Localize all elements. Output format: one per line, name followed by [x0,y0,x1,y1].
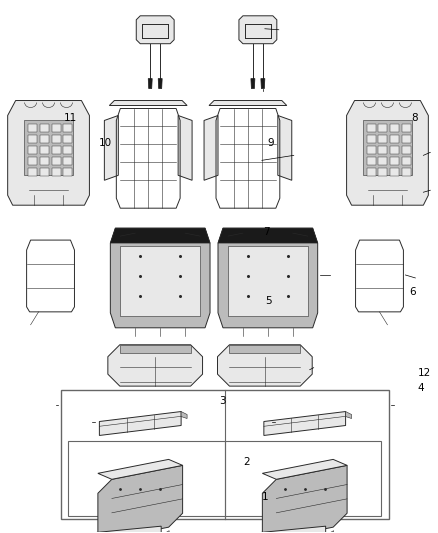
Polygon shape [99,411,181,435]
Polygon shape [209,101,287,106]
Polygon shape [264,411,346,435]
Polygon shape [108,345,202,386]
Polygon shape [251,78,255,88]
Polygon shape [278,116,292,180]
Text: 11: 11 [64,113,77,123]
Polygon shape [52,135,60,143]
Polygon shape [378,147,388,155]
Polygon shape [64,168,72,176]
Polygon shape [28,135,37,143]
Polygon shape [346,101,428,205]
Polygon shape [403,135,411,143]
Polygon shape [218,228,318,243]
Polygon shape [52,168,60,176]
Polygon shape [262,465,347,533]
Polygon shape [403,157,411,165]
Polygon shape [367,147,375,155]
Polygon shape [378,168,388,176]
Text: 2: 2 [243,457,250,467]
Polygon shape [110,228,210,328]
Polygon shape [239,16,277,44]
Polygon shape [204,116,218,180]
Polygon shape [98,459,183,479]
Polygon shape [346,411,352,418]
Polygon shape [378,135,388,143]
Polygon shape [390,135,399,143]
Polygon shape [28,168,37,176]
Polygon shape [104,116,118,180]
Polygon shape [64,135,72,143]
Polygon shape [52,147,60,155]
Polygon shape [28,147,37,155]
Polygon shape [218,228,318,328]
Polygon shape [156,531,169,533]
Text: 4: 4 [418,383,424,393]
Polygon shape [367,168,375,176]
Polygon shape [98,465,183,533]
Text: 1: 1 [262,492,268,502]
Polygon shape [367,124,375,132]
Polygon shape [390,157,399,165]
Polygon shape [64,157,72,165]
Polygon shape [39,168,49,176]
Text: 6: 6 [409,287,416,297]
Polygon shape [403,147,411,155]
Polygon shape [178,116,192,180]
Polygon shape [378,157,388,165]
Polygon shape [254,526,326,533]
Polygon shape [52,124,60,132]
Polygon shape [378,124,388,132]
Polygon shape [367,135,375,143]
Polygon shape [110,228,210,243]
Polygon shape [158,78,162,88]
Bar [60,390,389,519]
Polygon shape [228,246,308,316]
Polygon shape [39,135,49,143]
Text: 3: 3 [219,396,226,406]
Text: 7: 7 [263,227,269,237]
Polygon shape [218,345,312,386]
Polygon shape [363,120,413,175]
Polygon shape [403,124,411,132]
Text: 9: 9 [267,138,274,148]
Polygon shape [403,168,411,176]
Polygon shape [28,157,37,165]
Text: 5: 5 [265,296,272,306]
Text: 12: 12 [418,368,431,378]
Polygon shape [39,147,49,155]
Text: 10: 10 [99,138,112,148]
Polygon shape [136,16,174,44]
Polygon shape [39,124,49,132]
Polygon shape [148,78,152,88]
Polygon shape [24,120,74,175]
Polygon shape [120,345,191,353]
Polygon shape [230,345,300,353]
Polygon shape [262,459,347,479]
Polygon shape [8,101,89,205]
Polygon shape [89,526,161,533]
Polygon shape [390,124,399,132]
Polygon shape [39,157,49,165]
Polygon shape [367,157,375,165]
Polygon shape [390,147,399,155]
Text: 8: 8 [411,113,418,123]
Polygon shape [64,124,72,132]
Polygon shape [28,124,37,132]
Polygon shape [321,531,334,533]
Bar [68,441,381,516]
Polygon shape [120,246,200,316]
Polygon shape [64,147,72,155]
Polygon shape [110,101,187,106]
Polygon shape [261,78,265,88]
Polygon shape [181,411,187,418]
Polygon shape [52,157,60,165]
Polygon shape [390,168,399,176]
